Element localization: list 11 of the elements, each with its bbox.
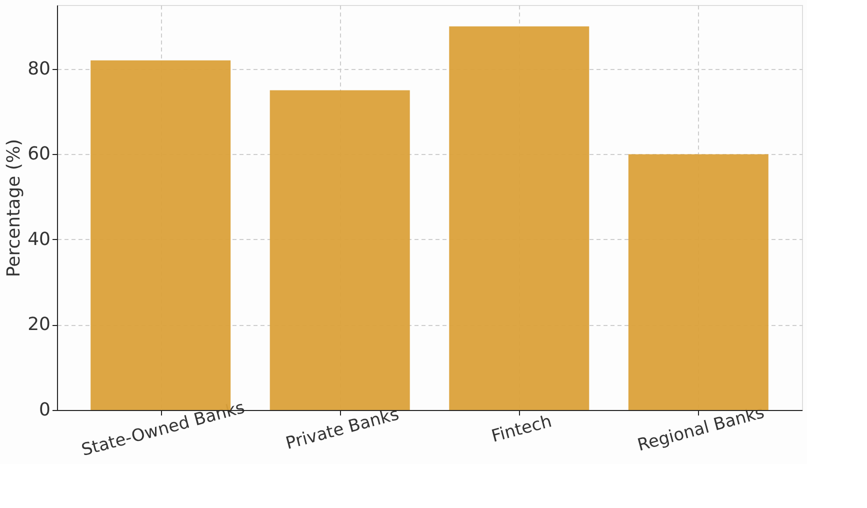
y-axis-title: Percentage (%) bbox=[4, 138, 25, 278]
bar bbox=[628, 154, 768, 410]
y-tick-label: 20 bbox=[28, 314, 50, 336]
y-tick-label: 0 bbox=[39, 400, 50, 420]
bar bbox=[270, 90, 410, 410]
x-tick-label: Fintech bbox=[490, 412, 554, 447]
y-tick-label: 60 bbox=[28, 144, 50, 165]
bar bbox=[449, 26, 590, 410]
y-tick-label: 40 bbox=[28, 228, 50, 250]
x-tick-label: Private Banks bbox=[284, 404, 402, 454]
y-tick-label: 80 bbox=[28, 58, 50, 80]
